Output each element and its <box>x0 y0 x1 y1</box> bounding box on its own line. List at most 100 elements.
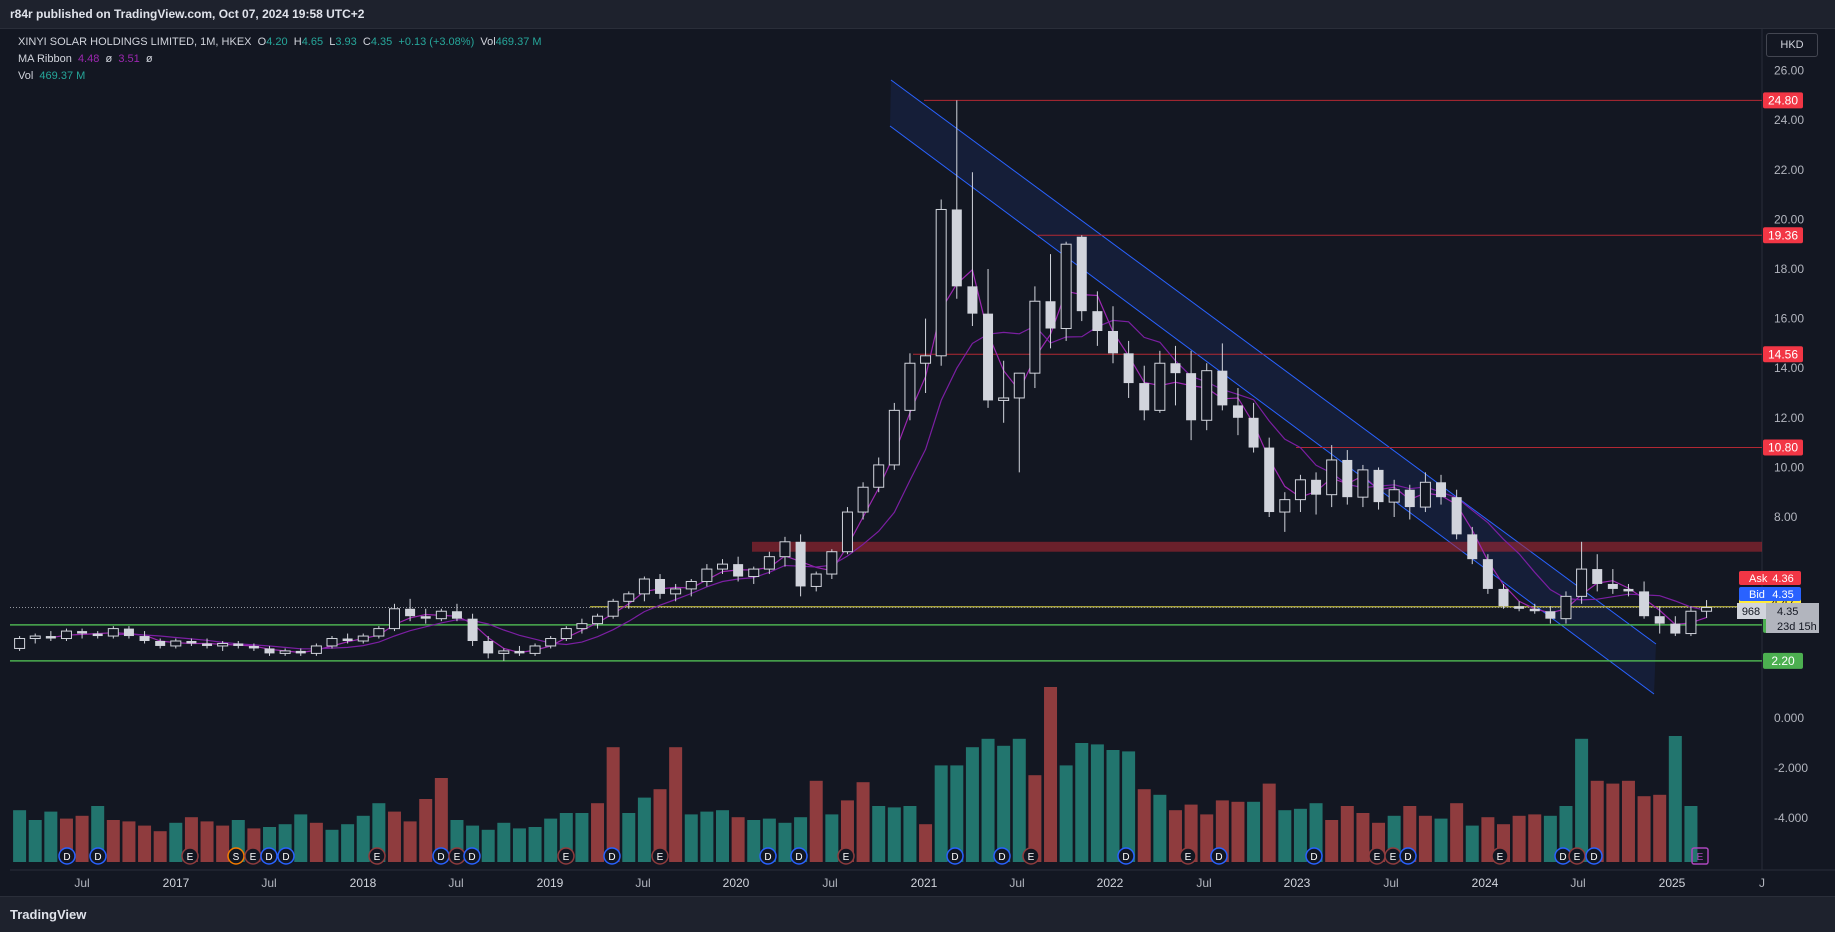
volume-bar <box>372 803 386 862</box>
candle-body-down <box>139 636 150 641</box>
volume-bar <box>1309 803 1323 862</box>
volume-bar <box>1075 743 1089 862</box>
event-marker-letter: E <box>843 852 850 863</box>
volume-bar <box>1684 806 1698 862</box>
volume-bar <box>1137 789 1151 862</box>
candle-body-up <box>1279 499 1291 513</box>
channel-lower-line <box>889 125 1655 695</box>
y-tick-label: -4.000 <box>1774 811 1808 825</box>
volume-bar <box>122 821 136 862</box>
candle-body-up <box>638 578 650 595</box>
candle-body-up <box>1013 372 1025 399</box>
candle-body-down <box>1123 353 1134 384</box>
volume-bar <box>1200 814 1214 862</box>
x-tick-label: Jul <box>1570 876 1585 890</box>
event-marker-icon <box>1117 847 1135 865</box>
volume-bar <box>106 820 120 862</box>
volume-bar <box>1606 783 1620 862</box>
volume-bar <box>1247 801 1261 862</box>
volume-bar <box>153 831 167 862</box>
candle-body-up <box>841 511 853 553</box>
volume-bar <box>1090 744 1104 862</box>
legend-high: 4.65 <box>301 36 324 48</box>
volume-bar <box>872 806 886 862</box>
channel-fill <box>890 80 1656 694</box>
legend-high-label: H <box>293 36 302 48</box>
x-tick-label: 2020 <box>723 876 750 890</box>
event-marker-letter: D <box>1310 852 1317 863</box>
candle-body-up <box>998 397 1010 401</box>
event-marker-letter: D <box>1122 852 1129 863</box>
volume-bar <box>1059 765 1073 862</box>
candle-body-down <box>1264 447 1275 513</box>
volume-bar <box>1481 817 1495 862</box>
candle-body-up <box>60 630 72 640</box>
volume-bar <box>1543 815 1557 862</box>
legend-symbol: XINYI SOLAR HOLDINGS LIMITED, 1M, HKEX <box>18 36 252 48</box>
candle-body-up <box>310 645 322 654</box>
event-marker-letter: E <box>1374 852 1381 863</box>
volume-bar <box>1044 687 1058 862</box>
candle-body-down <box>155 641 166 646</box>
event-marker-icon <box>89 847 107 865</box>
candle-body-up <box>748 568 760 578</box>
candle-body-down <box>983 313 994 401</box>
volume-bar <box>919 824 933 862</box>
volume-bar <box>1278 810 1292 862</box>
candle-body-down <box>1670 623 1681 634</box>
volume-bar <box>528 827 542 862</box>
candle-body-up <box>1419 481 1431 508</box>
candle-body-up <box>498 650 510 654</box>
volume-bar <box>700 811 714 862</box>
candle-body-down <box>951 209 962 287</box>
candle-body-up <box>14 638 26 649</box>
event-marker-icon <box>837 847 855 865</box>
y-tick-label: 20.00 <box>1774 212 1804 226</box>
volume-bar <box>997 745 1011 862</box>
candle-body-down <box>967 286 978 314</box>
candle-body-up <box>373 628 385 637</box>
volume-bar <box>1168 810 1182 862</box>
last-price-text: 4.35 <box>1777 606 1798 618</box>
x-tick-label: Jul <box>822 876 837 890</box>
price-chart[interactable]: 26.00 24.00 22.00 20.00 18.00 16.00 14.00 12.00… <box>0 0 1835 896</box>
y-tick-label: 10.00 <box>1774 460 1804 474</box>
volume-bar <box>1418 815 1432 862</box>
candle-body-down <box>1592 569 1603 584</box>
candle-body-down <box>1451 497 1462 535</box>
candle-body-down <box>514 650 525 654</box>
candle-body-down <box>186 641 197 644</box>
candle-body-down <box>1076 236 1087 312</box>
volume-bar <box>637 797 651 862</box>
bid-label: Bid <box>1749 589 1765 601</box>
candle-body-down <box>123 628 134 637</box>
candle-body-down <box>733 564 744 577</box>
volume-bar <box>512 828 526 862</box>
legend-vol-label: Vol <box>480 36 496 48</box>
volume-bar <box>1028 775 1042 862</box>
level-tag-text: 14.56 <box>1768 347 1798 361</box>
event-marker-icon <box>1210 847 1228 865</box>
candle-body-down <box>1232 405 1243 418</box>
publish-header: r84r published on TradingView.com, Oct 0… <box>0 0 1835 29</box>
x-tick-label: 2017 <box>163 876 190 890</box>
event-marker-letter: D <box>94 852 101 863</box>
volume-bar <box>1325 820 1339 862</box>
level-tag-19.36 <box>1763 227 1803 244</box>
volume-bar <box>606 747 620 862</box>
candle-body-down <box>1373 469 1384 503</box>
future-earnings-letter: E <box>1697 852 1704 863</box>
event-marker-letter: E <box>454 852 461 863</box>
ask-label: Ask <box>1749 573 1768 585</box>
volume-bar <box>856 782 870 862</box>
volume-bar <box>1106 750 1120 862</box>
event-marker-letter: D <box>608 852 615 863</box>
candle-body-down <box>1342 459 1353 498</box>
candle-body-down <box>1545 611 1556 619</box>
candle-body-up <box>920 355 932 364</box>
volume-bar <box>1122 751 1136 862</box>
volume-bar <box>403 821 417 862</box>
currency-button[interactable]: HKD <box>1766 33 1818 57</box>
candle-body-up <box>717 563 728 570</box>
candle-body-down <box>1139 383 1150 411</box>
